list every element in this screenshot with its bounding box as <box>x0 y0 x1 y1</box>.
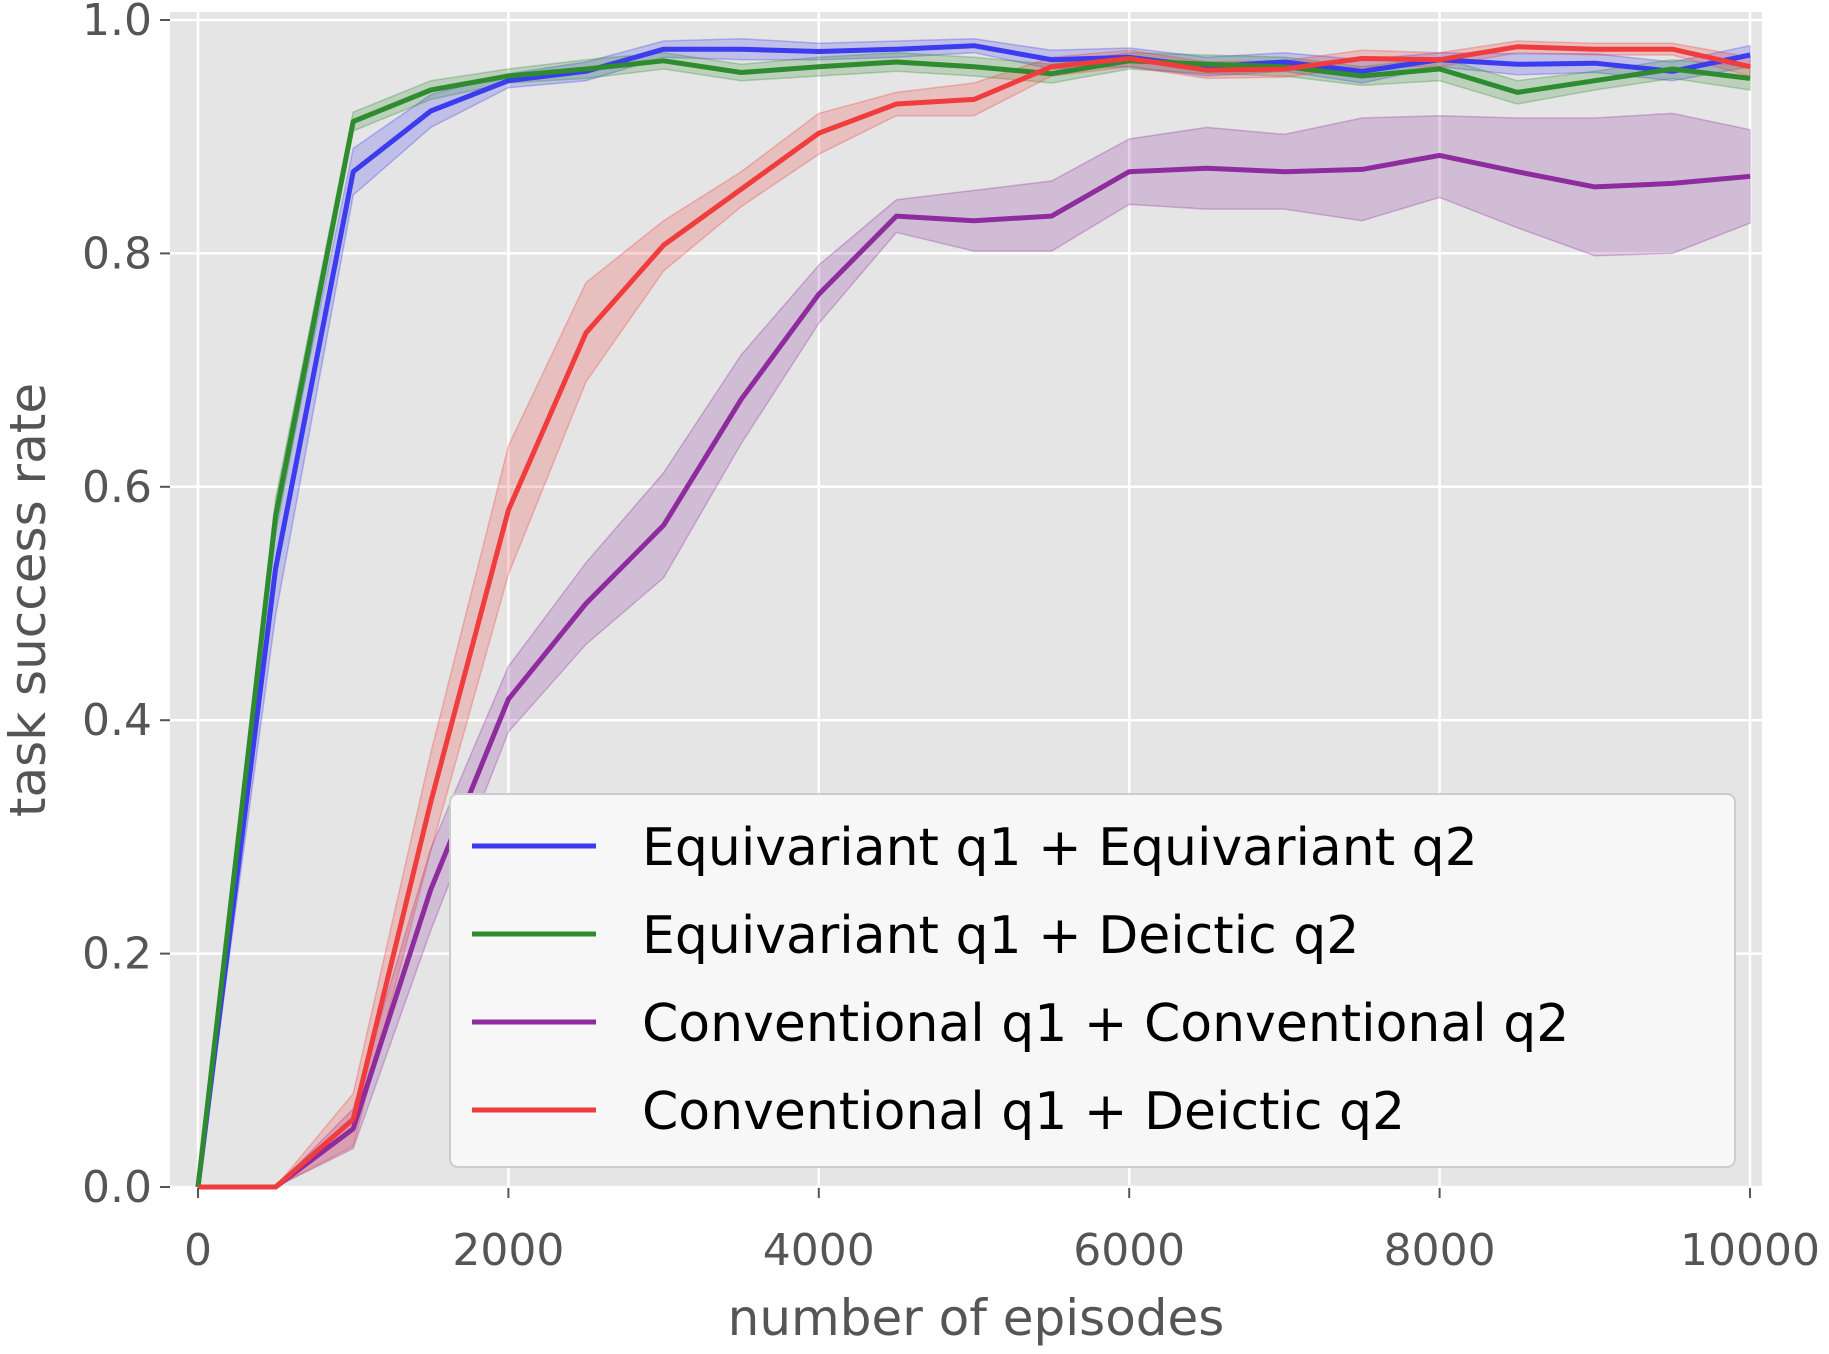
data-point <box>663 48 665 50</box>
data-point <box>430 888 432 890</box>
data-point <box>1051 215 1053 217</box>
data-point <box>1594 80 1596 82</box>
data-point <box>1594 186 1596 188</box>
x-tick-label: 10000 <box>1680 1225 1820 1276</box>
legend-box <box>449 793 1736 1168</box>
data-point <box>973 45 975 47</box>
x-tick-label: 4000 <box>763 1225 875 1276</box>
y-tick-label: 0.0 <box>82 1162 152 1213</box>
data-point <box>1749 175 1751 177</box>
data-point <box>973 220 975 222</box>
data-point <box>1361 75 1363 77</box>
data-point <box>973 98 975 100</box>
data-point <box>1439 68 1441 70</box>
data-point <box>1594 48 1596 50</box>
data-point <box>663 60 665 62</box>
data-point <box>1361 168 1363 170</box>
data-point <box>352 171 354 173</box>
data-point <box>1361 70 1363 72</box>
data-point <box>1283 171 1285 173</box>
y-tick-label: 0.4 <box>82 695 152 746</box>
legend: Equivariant q1 + Equivariant q2 Equivaria… <box>449 793 1736 1168</box>
x-tick-label: 2000 <box>452 1225 564 1276</box>
data-point <box>1283 68 1285 70</box>
data-point <box>1128 58 1130 60</box>
data-point <box>1516 91 1518 93</box>
y-tick-label: 0.2 <box>82 929 152 980</box>
data-point <box>1749 77 1751 79</box>
data-point <box>1516 46 1518 48</box>
data-point <box>740 48 742 50</box>
data-point <box>275 567 277 569</box>
data-point <box>352 1128 354 1130</box>
legend-label-series-2: Equivariant q1 + Deictic q2 <box>642 906 1359 966</box>
data-point <box>507 698 509 700</box>
x-axis-label: number of episodes <box>728 1289 1225 1347</box>
data-point <box>1206 69 1208 71</box>
y-axis-label: task success rate <box>0 383 57 817</box>
data-point <box>1051 73 1053 75</box>
data-point <box>740 188 742 190</box>
data-point <box>740 72 742 74</box>
data-point <box>585 603 587 604</box>
data-point <box>1516 171 1518 173</box>
data-point <box>1283 61 1285 63</box>
x-tick-label: 0 <box>184 1225 212 1276</box>
data-point <box>1516 63 1518 65</box>
data-point <box>895 215 897 217</box>
data-point <box>818 293 820 295</box>
data-point <box>507 75 509 77</box>
data-point <box>1749 54 1751 56</box>
grid <box>170 12 1762 1189</box>
data-point <box>275 1186 277 1188</box>
data-point <box>1128 171 1130 173</box>
data-point <box>275 515 277 517</box>
y-tick-label: 0.6 <box>82 462 152 513</box>
legend-label-series-4: Conventional q1 + Deictic q2 <box>642 1082 1405 1142</box>
data-point <box>585 332 587 334</box>
data-point <box>352 121 354 123</box>
data-point <box>352 1118 354 1120</box>
data-point <box>1361 58 1363 60</box>
data-point <box>895 48 897 50</box>
axis-ticks: 0 2000 4000 6000 8000 10000 0.0 0.2 0.4 0.6 0.8 1.0 <box>82 0 1820 1276</box>
data-point <box>1671 48 1673 50</box>
data-point <box>1051 66 1053 68</box>
x-tick-label: 6000 <box>1073 1225 1185 1276</box>
data-point <box>1594 62 1596 64</box>
data-point <box>895 103 897 105</box>
data-point <box>1206 63 1208 65</box>
legend-label-series-3: Conventional q1 + Conventional q2 <box>642 994 1569 1054</box>
data-point <box>430 89 432 91</box>
data-point <box>507 80 509 82</box>
data-point <box>818 132 820 134</box>
data-point <box>197 1186 199 1188</box>
data-point <box>818 66 820 68</box>
legend-label-series-1: Equivariant q1 + Equivariant q2 <box>642 818 1478 878</box>
data-point <box>585 68 587 70</box>
data-point <box>1749 66 1751 68</box>
data-point <box>663 524 665 526</box>
data-point <box>1206 167 1208 169</box>
data-point <box>1671 182 1673 184</box>
data-point <box>507 509 509 511</box>
data-point <box>663 244 665 246</box>
data-point <box>1671 68 1673 70</box>
data-point <box>740 398 742 400</box>
data-point <box>1051 59 1053 61</box>
data-point <box>430 110 432 112</box>
data-point <box>1439 154 1441 156</box>
data-point <box>818 51 820 53</box>
data-point <box>895 61 897 63</box>
data-point <box>973 66 975 68</box>
y-tick-label: 0.8 <box>82 228 152 279</box>
x-tick-label: 8000 <box>1384 1225 1496 1276</box>
data-point <box>1439 59 1441 61</box>
y-tick-label: 1.0 <box>82 0 152 46</box>
data-point <box>430 801 432 803</box>
